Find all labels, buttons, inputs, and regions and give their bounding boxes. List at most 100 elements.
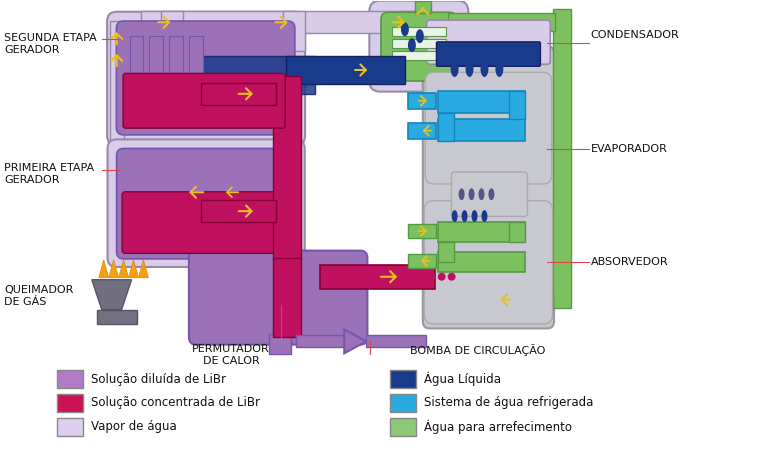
Polygon shape [131, 264, 136, 278]
Bar [408, 93, 436, 109]
Bar [437, 222, 525, 242]
Text: EVAPORADOR: EVAPORADOR [591, 144, 668, 154]
Text: PERMUTADOR: PERMUTADOR [192, 344, 270, 354]
Polygon shape [99, 260, 109, 278]
Bar [150, 36, 163, 101]
FancyBboxPatch shape [452, 172, 528, 216]
Text: DE CALOR: DE CALOR [202, 356, 260, 366]
Bar [392, 39, 445, 48]
Bar [273, 76, 300, 260]
Ellipse shape [401, 22, 409, 36]
FancyBboxPatch shape [425, 73, 552, 184]
Bar [392, 51, 445, 60]
Bar [510, 222, 525, 242]
Ellipse shape [495, 61, 503, 77]
FancyBboxPatch shape [116, 21, 295, 135]
FancyBboxPatch shape [424, 201, 553, 324]
Ellipse shape [466, 61, 474, 77]
Bar [269, 335, 291, 354]
Text: Solução concentrada de LiBr: Solução concentrada de LiBr [91, 396, 260, 410]
Polygon shape [118, 260, 129, 278]
Polygon shape [111, 264, 117, 278]
Polygon shape [100, 264, 107, 278]
Polygon shape [139, 260, 148, 278]
Bar [201, 83, 276, 105]
Ellipse shape [478, 188, 485, 200]
Ellipse shape [481, 61, 488, 77]
Bar [437, 119, 525, 140]
Ellipse shape [408, 38, 416, 52]
Bar [296, 336, 347, 347]
FancyBboxPatch shape [189, 251, 368, 344]
Bar [129, 36, 143, 101]
Text: Vapor de água: Vapor de água [91, 420, 176, 433]
Text: Sistema de água refrigerada: Sistema de água refrigerada [424, 396, 593, 410]
Bar [448, 13, 555, 31]
Bar [392, 27, 445, 36]
Polygon shape [92, 280, 132, 309]
FancyBboxPatch shape [423, 46, 554, 329]
Bar [57, 394, 83, 412]
Text: BOMBA DE CIRCULAÇÃO: BOMBA DE CIRCULAÇÃO [410, 344, 545, 356]
Bar [408, 224, 436, 238]
Bar [437, 113, 454, 140]
Polygon shape [129, 260, 139, 278]
Text: Solução diluída de LiBr: Solução diluída de LiBr [91, 373, 226, 386]
FancyBboxPatch shape [381, 12, 457, 81]
Text: DE GÁS: DE GÁS [5, 297, 47, 307]
Ellipse shape [469, 188, 474, 200]
Ellipse shape [416, 29, 424, 43]
Ellipse shape [459, 188, 465, 200]
Bar [390, 418, 416, 436]
Text: QUEIMADOR: QUEIMADOR [5, 285, 74, 295]
Bar [201, 56, 315, 94]
Ellipse shape [428, 273, 436, 281]
Text: PRIMEIRA ETAPA: PRIMEIRA ETAPA [5, 163, 94, 174]
Bar [273, 258, 300, 337]
Polygon shape [140, 264, 147, 278]
Text: GERADOR: GERADOR [5, 45, 60, 55]
Bar [489, 292, 553, 307]
Text: SEGUNDA ETAPA: SEGUNDA ETAPA [5, 33, 97, 43]
FancyBboxPatch shape [117, 148, 295, 259]
FancyBboxPatch shape [107, 12, 305, 145]
Bar [400, 11, 422, 51]
Ellipse shape [452, 210, 458, 222]
Bar [390, 370, 416, 388]
Bar [415, 1, 430, 13]
Bar [285, 56, 405, 84]
FancyBboxPatch shape [122, 192, 286, 253]
Text: Água Líquida: Água Líquida [424, 372, 501, 387]
Bar [437, 252, 525, 272]
Bar [437, 242, 454, 262]
Text: Água para arrefecimento: Água para arrefecimento [424, 420, 572, 434]
FancyBboxPatch shape [123, 73, 285, 128]
Bar [437, 91, 525, 113]
Ellipse shape [437, 273, 445, 281]
Bar [201, 200, 276, 222]
Ellipse shape [481, 210, 488, 222]
Bar [321, 265, 435, 289]
Bar [169, 36, 183, 101]
Ellipse shape [462, 210, 467, 222]
Bar [390, 394, 416, 412]
Bar [510, 91, 525, 119]
FancyBboxPatch shape [437, 42, 540, 66]
Bar [162, 11, 183, 51]
Polygon shape [121, 264, 126, 278]
Bar [366, 336, 426, 347]
Ellipse shape [451, 61, 459, 77]
Bar [96, 309, 136, 324]
FancyBboxPatch shape [369, 0, 468, 92]
FancyBboxPatch shape [107, 139, 305, 267]
Bar [553, 9, 571, 307]
Ellipse shape [471, 210, 477, 222]
Bar [141, 11, 430, 33]
Bar [283, 11, 304, 51]
Polygon shape [109, 260, 118, 278]
Bar [57, 370, 83, 388]
Bar [408, 123, 436, 139]
Text: ABSORVEDOR: ABSORVEDOR [591, 257, 669, 267]
Ellipse shape [448, 273, 456, 281]
Polygon shape [344, 329, 366, 353]
